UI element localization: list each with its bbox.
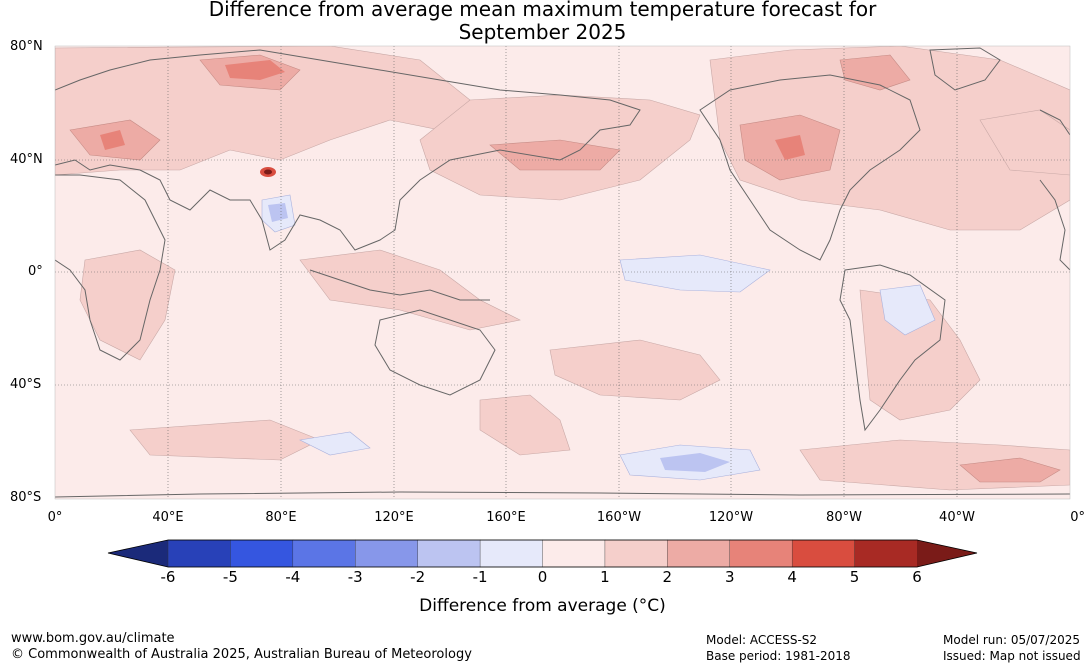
colorbar-tick-label: 4: [787, 568, 797, 586]
lon-label-0-west-edge: 0°: [47, 510, 63, 525]
contour-neg1-neg2-india: [268, 203, 288, 222]
coastline-africa: [55, 174, 166, 361]
contour-1-2-north-atlantic: [979, 109, 1070, 176]
colorbar-title: Difference from average (°C): [419, 596, 666, 616]
colorbar-tick-label: -5: [222, 568, 238, 586]
colorbar-tick-label: 3: [724, 568, 735, 586]
colorbar-tick-label: -6: [160, 568, 176, 586]
lon-label-80e: 80°E: [265, 510, 297, 525]
lat-label-40s: 40°S: [10, 377, 42, 392]
colorbar-outline: [107, 539, 978, 568]
colorbar-arrow-low: [108, 540, 168, 567]
map-frame: [54, 45, 1071, 500]
lat-label-40n: 40°N: [10, 152, 43, 167]
coastline-indonesia: [309, 269, 490, 301]
colorbar-cell: [292, 539, 356, 568]
lon-label-120e: 120°E: [374, 510, 414, 525]
contour-2-3-south-atlantic: [959, 457, 1061, 483]
colorbar-tick-label: -4: [285, 568, 301, 586]
contour-1-2-north-eurasia: [55, 46, 471, 176]
footer-model: Model: ACCESS-S2: [706, 633, 818, 647]
colorbar-cell: [479, 539, 544, 568]
lon-label-160e: 160°E: [486, 510, 526, 525]
contour-0-neg1-east-pacific: [619, 254, 771, 293]
contour-0-neg1-amazon: [879, 284, 936, 336]
colorbar-tick-label: 1: [600, 568, 610, 586]
colorbar-cell: [604, 539, 669, 568]
colorbar-arrow-high: [917, 540, 977, 567]
coastline-greenland: [929, 47, 1001, 91]
coastline-antarctica: [55, 491, 1070, 498]
contour-1-2-asia-indonesia: [299, 249, 521, 331]
contour-1-2-north-america: [709, 46, 1070, 231]
contour-3-4-america: [775, 135, 805, 160]
colorbar-tick-label: 5: [849, 568, 860, 586]
colorbar-tick-label: -1: [472, 568, 488, 586]
map-title-line1: Difference from average mean maximum tem…: [208, 0, 877, 21]
footer-copyright: © Commonwealth of Australia 2025, Austra…: [11, 647, 472, 662]
colorbar-cell: [167, 539, 232, 568]
footer-model-run: Model run: 05/07/2025: [943, 633, 1081, 647]
contour-1-2-south-ocean-b: [129, 419, 321, 461]
colorbar-cell: [791, 539, 856, 568]
anomaly-contours: [55, 46, 1070, 499]
lat-label-80n: 80°N: [10, 39, 43, 54]
lat-label-0: 0°: [28, 264, 43, 279]
contour-6-plus-tibet: [264, 169, 272, 175]
colorbar-tick-label: 0: [537, 568, 548, 586]
contour-3-4-russia: [225, 60, 285, 80]
lon-label-160w: 160°W: [596, 510, 642, 525]
lon-label-40w: 40°W: [939, 510, 975, 525]
contour-1-2-africa: [79, 249, 176, 361]
coastline-north-america: [699, 74, 921, 261]
coastline-europe-west: [1039, 109, 1070, 136]
lon-label-80w: 80°W: [826, 510, 862, 525]
contour-0-neg1-south-indian: [299, 431, 371, 456]
footer-issued: Issued: Map not issued: [943, 649, 1081, 663]
colorbar-cell: [729, 539, 793, 568]
colorbar-cell: [355, 539, 419, 568]
lon-label-120w: 120°W: [708, 510, 754, 525]
contour-neg1-neg2-south-pacific: [660, 453, 730, 472]
colorbar-tick-label: 2: [662, 568, 673, 586]
colorbar-cell: [230, 539, 294, 568]
lon-label-0-east-edge: 0°: [1070, 510, 1085, 525]
lon-label-40e: 40°E: [152, 510, 184, 525]
map-title-line2: September 2025: [458, 20, 627, 44]
contour-3-4-europe: [100, 130, 125, 150]
coastline-south-america: [839, 264, 946, 432]
colorbar-cell: [417, 539, 481, 568]
footer-base-period: Base period: 1981-2018: [706, 649, 851, 663]
colorbar: [107, 539, 978, 568]
coastline-africa-west: [1039, 179, 1070, 271]
lat-label-80s: 80°S: [10, 490, 42, 505]
colorbar-cells: [167, 539, 918, 568]
colorbar-tick-label: -3: [347, 568, 363, 586]
graticule: [55, 46, 1070, 499]
colorbar-tick-label: 6: [912, 568, 922, 586]
coastline-eurasia: [55, 49, 641, 251]
colorbar-cell: [667, 539, 731, 568]
footer-website: www.bom.gov.au/climate: [11, 631, 175, 646]
coastline-australia: [374, 309, 496, 396]
colorbar-cell: [854, 539, 918, 568]
colorbar-tick-label: -2: [410, 568, 426, 586]
coastlines: [55, 47, 1070, 498]
contour-1-2-south-ocean-a: [479, 394, 571, 456]
colorbar-cell: [542, 539, 606, 568]
